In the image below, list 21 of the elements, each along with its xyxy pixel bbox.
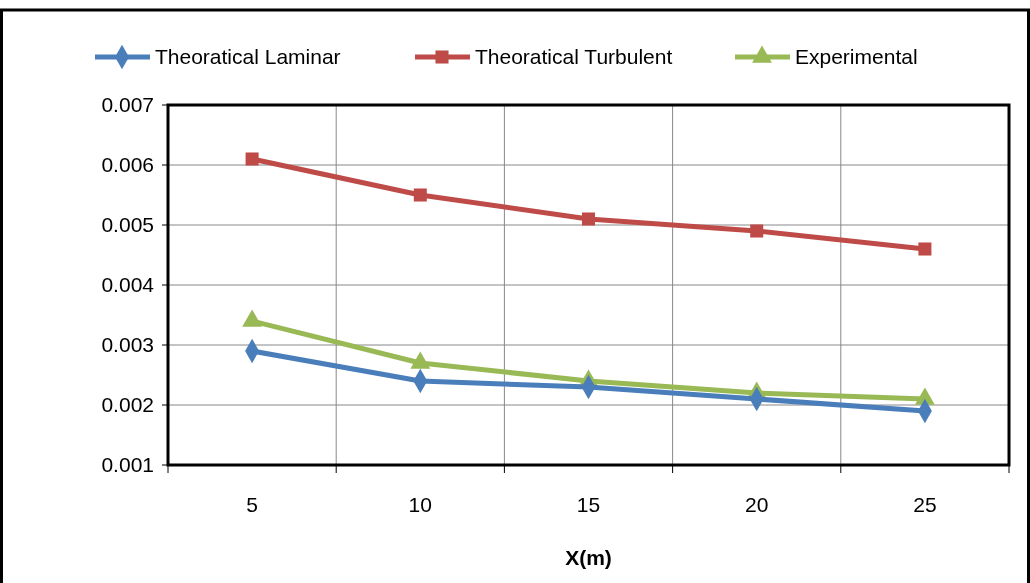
y-tick-label: 0.001 — [101, 453, 154, 477]
y-tick-label: 0.004 — [101, 273, 155, 297]
x-tick-label: 10 — [408, 493, 432, 516]
x-tick-label: 20 — [745, 493, 769, 516]
point — [581, 212, 596, 226]
legend-label: Theoratical Laminar — [155, 45, 341, 69]
x-tick-label: 15 — [576, 493, 601, 516]
point — [918, 242, 932, 256]
y-tick-label: 0.007 — [101, 93, 154, 117]
legend-label: Experimental — [795, 45, 918, 69]
point — [413, 188, 427, 202]
point — [750, 224, 764, 238]
legend-label: Theoratical Turbulent — [475, 45, 673, 69]
x-axis-title: X(m) — [565, 546, 612, 569]
x-tick-label: 5 — [246, 493, 258, 516]
y-tick-label: 0.002 — [101, 393, 154, 417]
y-tick-label: 0.003 — [101, 333, 154, 357]
point — [245, 152, 259, 166]
y-tick-label: 0.005 — [101, 213, 154, 237]
x-tick-label: 25 — [913, 493, 937, 516]
y-tick-label: 0.006 — [101, 153, 154, 177]
